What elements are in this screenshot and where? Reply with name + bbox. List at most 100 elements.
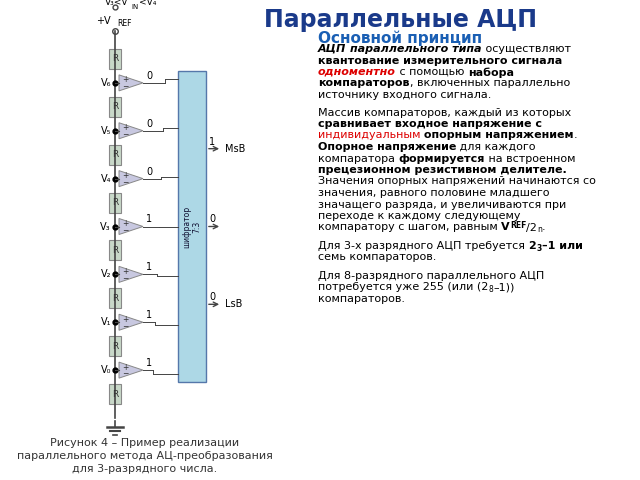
- Text: n: n: [537, 226, 542, 235]
- Polygon shape: [119, 314, 143, 330]
- Text: −: −: [122, 130, 129, 139]
- Text: 1: 1: [209, 137, 215, 147]
- Text: IN: IN: [131, 4, 138, 10]
- Text: <V₄: <V₄: [139, 0, 156, 7]
- Text: V₄: V₄: [100, 174, 111, 184]
- Text: источнику входного сигнала.: источнику входного сигнала.: [318, 90, 492, 100]
- Text: V₁: V₁: [100, 317, 111, 327]
- Text: R: R: [112, 390, 118, 398]
- Text: Параллельные АЦП: Параллельные АЦП: [264, 8, 536, 32]
- Text: −: −: [122, 322, 129, 331]
- Text: MsB: MsB: [225, 144, 245, 154]
- Text: для каждого: для каждого: [456, 142, 536, 152]
- Text: −: −: [122, 226, 129, 235]
- Text: индивидуальным: индивидуальным: [318, 131, 420, 141]
- Text: АЦП: АЦП: [318, 44, 350, 54]
- Text: .: .: [542, 223, 546, 232]
- Text: V: V: [501, 223, 510, 232]
- Text: R: R: [112, 54, 118, 63]
- FancyBboxPatch shape: [178, 71, 206, 382]
- Text: V₀: V₀: [100, 365, 111, 375]
- Text: R: R: [112, 102, 118, 111]
- Text: Опорное напряжение: Опорное напряжение: [318, 142, 456, 152]
- Text: +: +: [122, 267, 129, 276]
- Text: Рисунок 4 – Пример реализации
параллельного метода АЦ-преобразования
для 3-разря: Рисунок 4 – Пример реализации параллельн…: [17, 438, 273, 474]
- Polygon shape: [119, 218, 143, 235]
- Text: сравнивает входное напряжение с: сравнивает входное напряжение с: [318, 119, 542, 129]
- Text: компаратора: компаратора: [318, 154, 399, 164]
- Text: R: R: [112, 246, 118, 255]
- Text: на встроенном: на встроенном: [485, 154, 575, 164]
- FancyBboxPatch shape: [109, 49, 121, 69]
- Text: 1: 1: [146, 215, 152, 225]
- Text: V₆: V₆: [100, 78, 111, 88]
- Text: R: R: [112, 198, 118, 207]
- Text: осуществляют: осуществляют: [482, 44, 571, 54]
- Text: R: R: [112, 294, 118, 303]
- Text: 1: 1: [146, 263, 152, 272]
- Text: Значения опорных напряжений начинаются со: Значения опорных напряжений начинаются с…: [318, 177, 596, 187]
- Text: −: −: [122, 274, 129, 283]
- Text: 0: 0: [209, 292, 215, 302]
- Text: 8: 8: [488, 286, 493, 295]
- Text: 0: 0: [146, 119, 152, 129]
- Text: REF: REF: [117, 20, 131, 28]
- FancyBboxPatch shape: [109, 192, 121, 213]
- Polygon shape: [119, 170, 143, 187]
- Text: Массив компараторов, каждый из которых: Массив компараторов, каждый из которых: [318, 108, 572, 118]
- Text: V₅: V₅: [100, 126, 111, 136]
- Text: компаратору с шагом, равным: компаратору с шагом, равным: [318, 223, 501, 232]
- Text: Основной принцип: Основной принцип: [318, 30, 482, 46]
- Text: 1: 1: [146, 358, 152, 368]
- Text: компараторов: компараторов: [318, 79, 410, 88]
- Text: V₂: V₂: [100, 269, 111, 279]
- Text: 0: 0: [209, 215, 215, 225]
- Text: шифратор
7:3: шифратор 7:3: [182, 205, 202, 248]
- Text: значения, равного половине младшего: значения, равного половине младшего: [318, 188, 550, 198]
- Text: семь компараторов.: семь компараторов.: [318, 252, 436, 263]
- Text: Для 8-разрядного параллельного АЦП: Для 8-разрядного параллельного АЦП: [318, 271, 544, 281]
- Text: +: +: [122, 75, 129, 84]
- Text: , включенных параллельно: , включенных параллельно: [410, 79, 570, 88]
- Text: LsB: LsB: [225, 300, 243, 309]
- FancyBboxPatch shape: [109, 144, 121, 165]
- Text: −: −: [122, 370, 129, 379]
- Text: +V: +V: [97, 16, 111, 26]
- FancyBboxPatch shape: [109, 240, 121, 261]
- Text: опорным напряжением: опорным напряжением: [420, 131, 574, 141]
- Polygon shape: [119, 75, 143, 91]
- Text: –1)): –1)): [493, 283, 515, 292]
- Text: V₃<V: V₃<V: [105, 0, 129, 7]
- Text: +: +: [122, 219, 129, 228]
- Text: набора: набора: [468, 67, 514, 77]
- Text: R: R: [112, 342, 118, 351]
- Text: +: +: [122, 315, 129, 324]
- Text: 0: 0: [146, 71, 152, 81]
- FancyBboxPatch shape: [109, 336, 121, 356]
- Text: 3: 3: [536, 244, 541, 253]
- Text: с помощью: с помощью: [396, 67, 468, 77]
- Text: одноментно: одноментно: [318, 67, 396, 77]
- Text: −: −: [122, 83, 129, 91]
- Text: параллельного типа: параллельного типа: [350, 44, 482, 54]
- Text: потребуется уже 255 (или (2: потребуется уже 255 (или (2: [318, 283, 488, 292]
- Polygon shape: [119, 266, 143, 282]
- Text: +: +: [122, 171, 129, 180]
- FancyBboxPatch shape: [109, 384, 121, 404]
- Text: компараторов.: компараторов.: [318, 294, 405, 304]
- Polygon shape: [119, 362, 143, 378]
- Text: +: +: [122, 123, 129, 132]
- Text: 1: 1: [146, 310, 152, 320]
- Text: −: −: [122, 178, 129, 187]
- Text: –1 или: –1 или: [541, 241, 582, 251]
- Text: V₃: V₃: [100, 221, 111, 231]
- Text: квантование измерительного сигнала: квантование измерительного сигнала: [318, 56, 563, 65]
- FancyBboxPatch shape: [109, 97, 121, 117]
- Text: .: .: [574, 131, 578, 141]
- Text: 2: 2: [529, 241, 536, 251]
- Text: значащего разряда, и увеличиваются при: значащего разряда, и увеличиваются при: [318, 200, 566, 209]
- Text: 0: 0: [146, 167, 152, 177]
- Text: Для 3-х разрядного АЦП требуется: Для 3-х разрядного АЦП требуется: [318, 241, 529, 251]
- Text: прецезионном резистивном делителе.: прецезионном резистивном делителе.: [318, 165, 567, 175]
- Text: +: +: [122, 362, 129, 372]
